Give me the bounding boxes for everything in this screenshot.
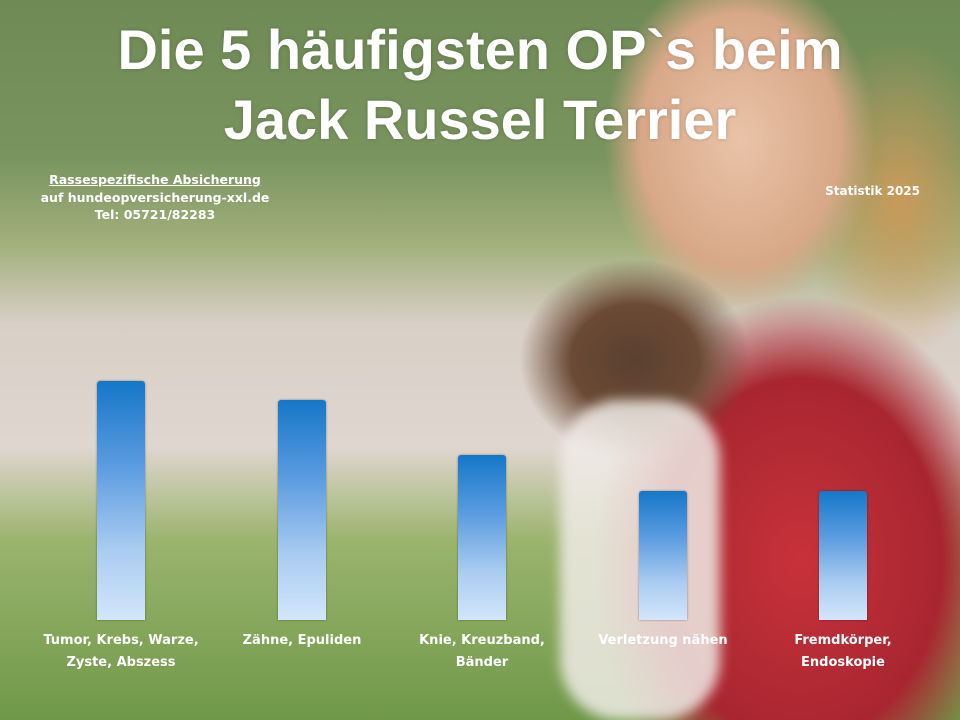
category-label-3: Knie, Kreuzband, Bänder [419,633,545,670]
category-label-5: Fremdkörper, Endoskopie [794,633,892,670]
bar-1 [97,381,145,620]
category-label-2: Zähne, Epuliden [242,633,362,648]
info-website: auf hundeopversicherung-xxl.de [40,189,270,205]
bar-3 [458,455,506,620]
info-phone: Tel: 05721/82283 [94,207,216,222]
bar-5 [819,490,867,620]
bar-2 [278,400,326,620]
title-line-2: Jack Russel Terrier [223,88,737,151]
title-line-1: Die 5 häufigsten OP`s beim [117,18,843,81]
info-block: Rassespezifische Absicherung auf hundeop… [30,171,280,224]
statistik-label: Statistik 2025 [825,184,920,198]
category-label-4: Verletzung nähen [598,633,728,648]
category-label-1: Tumor, Krebs, Warze, Zyste, Abszess [43,633,199,670]
info-heading: Rassespezifische Absicherung [49,172,261,187]
bar-4 [639,490,687,620]
